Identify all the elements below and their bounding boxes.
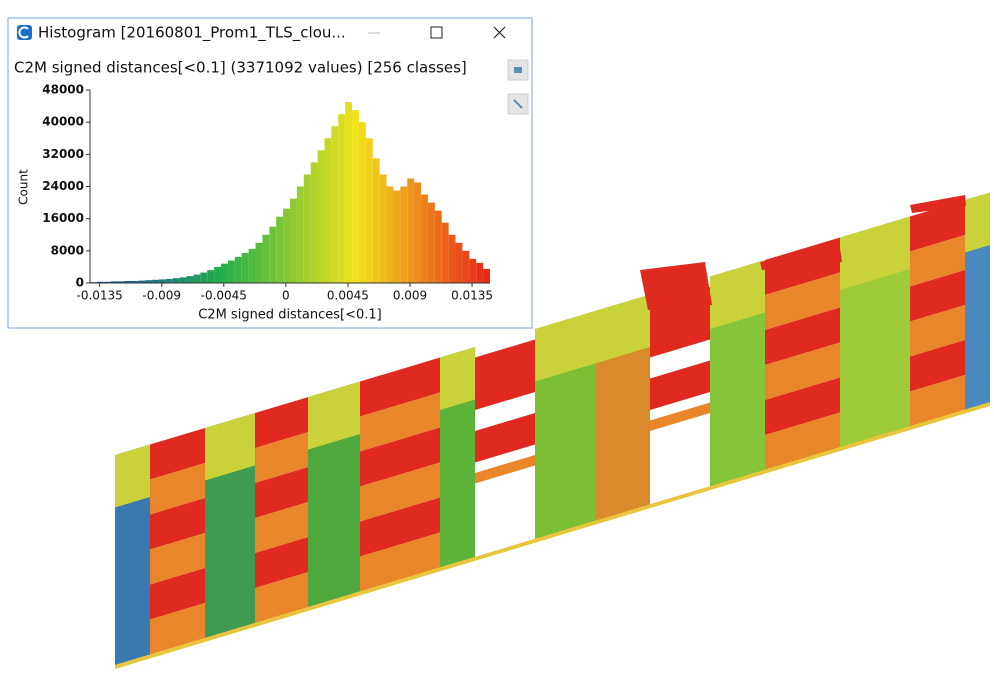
bar xyxy=(366,138,373,283)
x-tick-label: 0 xyxy=(282,289,290,303)
bar xyxy=(283,209,290,283)
cloud-roof xyxy=(640,262,712,310)
y-axis-label: Count xyxy=(17,169,31,205)
y-tick-label: 16000 xyxy=(42,211,84,225)
bar xyxy=(352,110,359,283)
y-tick-label: 8000 xyxy=(51,243,84,257)
bar xyxy=(428,203,435,283)
chart-title: C2M signed distances[<0.1] (3371092 valu… xyxy=(14,59,467,77)
y-tick-label: 0 xyxy=(76,276,84,290)
x-tick-label: 0.0045 xyxy=(327,289,369,303)
bar xyxy=(200,273,207,283)
y-tick-label: 40000 xyxy=(42,115,84,129)
bar xyxy=(193,275,200,283)
bar xyxy=(449,235,456,283)
cloud-patch xyxy=(475,340,535,411)
bar xyxy=(214,267,221,283)
bar xyxy=(221,264,228,283)
bar xyxy=(269,227,276,283)
bar xyxy=(421,195,428,283)
bar xyxy=(324,138,331,283)
bar xyxy=(276,217,283,283)
bar xyxy=(442,223,449,283)
bar xyxy=(249,249,256,283)
bar xyxy=(373,158,380,283)
cloud-patch xyxy=(650,361,710,411)
x-tick-label: -0.0135 xyxy=(76,289,122,303)
bar xyxy=(235,257,242,283)
bar xyxy=(462,251,469,283)
cloud-patch xyxy=(440,347,475,410)
bar xyxy=(297,187,304,284)
bar xyxy=(256,243,263,283)
bar xyxy=(435,211,442,283)
bar xyxy=(414,182,421,283)
bar xyxy=(331,126,338,283)
bar xyxy=(159,279,166,283)
bar xyxy=(228,260,235,283)
y-tick-label: 32000 xyxy=(42,147,84,161)
bar xyxy=(318,150,325,283)
cloud-patch xyxy=(965,193,990,253)
bar xyxy=(187,276,194,283)
bar xyxy=(338,114,345,283)
window-title: Histogram [20160801_Prom1_TLS_clou... xyxy=(38,24,346,43)
bar xyxy=(387,187,394,284)
bar xyxy=(166,279,173,283)
bar xyxy=(345,102,352,283)
bar xyxy=(483,269,490,283)
bar xyxy=(469,259,476,283)
cloud-patch xyxy=(475,413,535,463)
bar xyxy=(262,235,269,283)
y-tick-label: 48000 xyxy=(42,83,84,97)
bar xyxy=(407,178,414,283)
x-tick-label: 0.009 xyxy=(393,289,427,303)
export-icon xyxy=(514,67,522,73)
bar xyxy=(207,270,214,283)
bar xyxy=(173,278,180,283)
bar xyxy=(304,174,311,283)
bar xyxy=(380,174,387,283)
bar xyxy=(400,187,407,284)
bar xyxy=(180,277,187,283)
screen: Histogram [20160801_Prom1_TLS_clou... C2… xyxy=(0,0,994,670)
bar xyxy=(456,243,463,283)
bar xyxy=(393,191,400,283)
bar xyxy=(311,162,318,283)
bar xyxy=(476,263,483,283)
bar xyxy=(290,199,297,283)
bar xyxy=(242,253,249,283)
y-tick-label: 24000 xyxy=(42,179,84,193)
x-tick-label: -0.0045 xyxy=(201,289,247,303)
bar xyxy=(359,122,366,283)
x-tick-label: 0.0135 xyxy=(451,289,493,303)
cloud-patch xyxy=(115,445,150,508)
x-axis-label: C2M signed distances[<0.1] xyxy=(198,308,382,323)
x-tick-label: -0.009 xyxy=(142,289,181,303)
